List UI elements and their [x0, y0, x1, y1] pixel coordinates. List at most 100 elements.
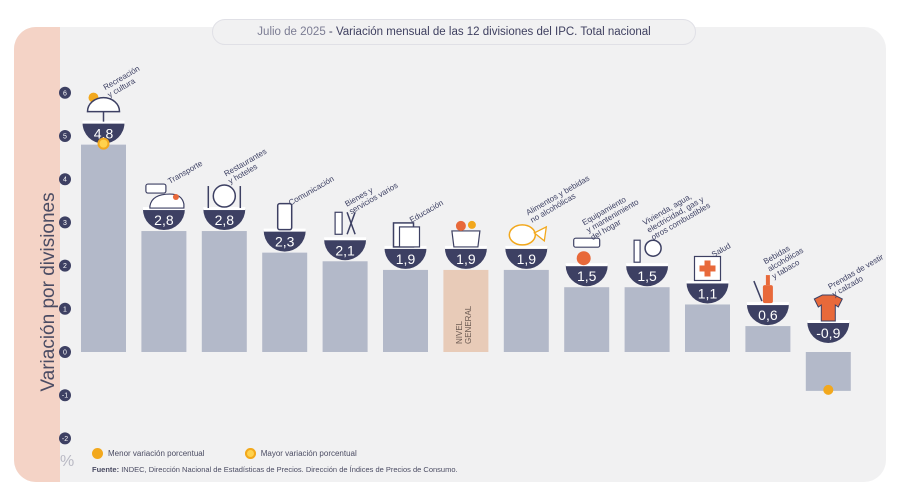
value-label: 2,1 — [335, 242, 355, 258]
title-text: Variación mensual de las 12 divisiones d… — [335, 26, 651, 38]
source-note: Fuente: INDEC, Dirección Nacional de Est… — [92, 465, 458, 474]
bubble-shape — [263, 230, 306, 252]
faucet-shape — [633, 239, 641, 263]
bubble-shape — [807, 322, 850, 343]
bubble-shape — [82, 122, 125, 144]
scissor-blade — [346, 212, 356, 235]
value-bubble: 2,1 — [324, 237, 367, 261]
bubble-lip — [324, 237, 367, 241]
y-tick: 2 — [59, 259, 71, 272]
legend-max-item: Mayor variación porcentual — [244, 448, 357, 459]
bubble-shape — [505, 247, 548, 269]
value-label: 2,8 — [215, 212, 235, 228]
bag-shape — [451, 230, 481, 248]
bubble-shape — [686, 282, 729, 304]
y-tick-circle — [59, 389, 71, 402]
y-tick-label: 6 — [63, 90, 67, 97]
cross-horizontal — [699, 265, 716, 272]
bar — [503, 269, 549, 352]
legend-min-label: Menor variación porcentual — [108, 449, 205, 458]
y-tick-label: 3 — [63, 220, 67, 227]
bar-group: 1,1 Salud — [685, 241, 732, 352]
bar — [201, 231, 247, 352]
source-text: INDEC, Dirección Nacional de Estadística… — [121, 465, 458, 474]
phone-shape — [276, 202, 293, 231]
wine-bottle-icon — [753, 275, 773, 304]
legend-max-label: Mayor variación porcentual — [260, 449, 357, 458]
bubble-lip — [82, 120, 125, 124]
y-tick-label: 5 — [63, 134, 67, 141]
bubble-shape — [384, 247, 427, 269]
bubble-shape — [142, 209, 185, 231]
bar — [685, 304, 730, 352]
bulb-shape — [644, 239, 662, 257]
fruit-shape — [455, 220, 466, 231]
umbrella-shape — [86, 96, 121, 113]
bar — [383, 269, 428, 352]
bar — [745, 326, 791, 352]
value-label: 1,5 — [577, 268, 597, 284]
min-marker — [823, 384, 834, 395]
source-label: Fuente: — [92, 465, 120, 474]
bubble-lip — [565, 263, 608, 267]
max-marker — [97, 137, 110, 150]
category-label: Salud — [710, 241, 732, 259]
y-tick-label: 2 — [63, 263, 67, 270]
y-tick-circle — [59, 216, 71, 229]
title-date: Julio de 2025 — [257, 26, 326, 38]
y-tick: 3 — [59, 216, 71, 229]
y-tick: 4 — [59, 173, 71, 186]
bottle-shape — [762, 285, 773, 304]
value-bubble: 2,8 — [142, 207, 185, 231]
category-label: Comunicación — [287, 174, 335, 207]
cigarette-shape — [753, 280, 763, 302]
y-tick-circle — [59, 432, 71, 445]
value-bubble: 1,5 — [626, 263, 669, 287]
bar — [564, 287, 610, 352]
y-tick-label: 1 — [63, 306, 67, 313]
smartphone-icon — [276, 202, 293, 231]
bar-group: 1,9 Educación — [383, 198, 445, 352]
value-label: 1,9 — [517, 251, 537, 267]
bubble-shape — [746, 304, 789, 326]
category-label: Alimentos y bebidas — [525, 174, 592, 218]
value-bubble: 2,3 — [263, 228, 306, 252]
ac-unit-shape — [573, 237, 601, 248]
fruit-shape — [467, 220, 476, 229]
legend-min-item: Menor variación porcentual — [92, 448, 205, 459]
bubble-shape — [626, 265, 669, 287]
car-light — [172, 194, 179, 201]
bar — [262, 252, 308, 352]
air-conditioner-icon — [573, 237, 601, 266]
car-bus-icon — [145, 183, 185, 209]
heater-shape — [576, 251, 591, 266]
unit-label: % — [60, 453, 75, 470]
chicken-shape — [508, 224, 537, 246]
bar — [624, 287, 670, 352]
bubble-shape — [565, 265, 608, 287]
value-label: 0,6 — [758, 307, 778, 323]
title-separator: - — [325, 26, 336, 38]
general-level-bar — [443, 269, 489, 352]
legend-max-marker — [244, 448, 256, 459]
umbrella-sun-icon — [86, 92, 121, 122]
general-level-bar-group: NIVEL GENERAL 1,9 — [443, 220, 489, 352]
value-bubble: 2,8 — [203, 207, 246, 231]
value-label: 4,8 — [94, 126, 114, 142]
general-level-label: NIVEL — [455, 320, 464, 344]
y-tick-label: 0 — [63, 350, 67, 357]
value-bubble: 1,9 — [444, 245, 487, 269]
y-tick: 1 — [59, 302, 71, 315]
chart-title: Julio de 2025 - Variación mensual de las… — [212, 19, 696, 45]
value-bubble: -0,9 — [807, 320, 850, 343]
value-bubble: 1,9 — [384, 245, 427, 269]
y-tick-label: -2 — [62, 436, 68, 443]
y-tick: 0 — [59, 346, 71, 358]
y-tick-label: 4 — [63, 177, 67, 184]
